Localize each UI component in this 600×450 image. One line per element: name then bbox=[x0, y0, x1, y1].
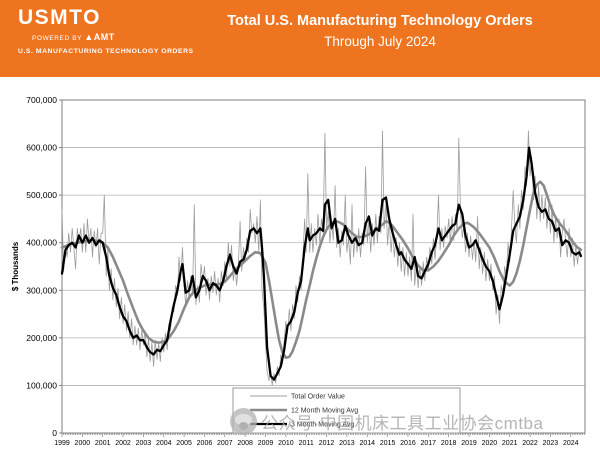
y-tick-label: 500,000 bbox=[26, 190, 57, 200]
x-tick-label: 2000 bbox=[75, 440, 91, 447]
x-tick-label: 2002 bbox=[115, 440, 131, 447]
x-tick-label: 2016 bbox=[400, 440, 416, 447]
chart-canvas: 0 100,000 200,000 300,000 400,000 500,000 600,… bbox=[11, 95, 586, 447]
y-tick-label: 100,000 bbox=[26, 380, 57, 390]
logo-tagline: U.S. MANUFACTURING TECHNOLOGY ORDERS bbox=[18, 48, 194, 55]
title-block: Total U.S. Manufacturing Technology Orde… bbox=[175, 11, 585, 53]
x-tick-label: 2018 bbox=[441, 440, 457, 447]
legend-label: Total Order Value bbox=[291, 394, 345, 401]
x-tick-label: 2006 bbox=[197, 440, 213, 447]
legend-label: 12 Month Moving Avg bbox=[291, 408, 358, 415]
x-tick-label: 2014 bbox=[359, 440, 375, 447]
page-title: Total U.S. Manufacturing Technology Orde… bbox=[227, 13, 533, 29]
x-tick-label: 2004 bbox=[156, 440, 172, 447]
y-tick-label: 0 bbox=[52, 428, 57, 438]
usmto-logo: USMTO POWERED BY ▲AMT U.S. MANUFACTURING… bbox=[18, 6, 194, 56]
x-tick-label: 2010 bbox=[278, 440, 294, 447]
powered-by-amt: POWERED BY ▲AMT bbox=[32, 32, 194, 42]
legend-label: 3 Month Moving Avg bbox=[291, 422, 354, 429]
x-tick-label: 2012 bbox=[319, 440, 335, 447]
y-tick-label: 300,000 bbox=[26, 285, 57, 295]
x-tick-label: 2023 bbox=[543, 440, 559, 447]
x-tick-label: 2021 bbox=[502, 440, 518, 447]
x-tick-label: 2008 bbox=[237, 440, 253, 447]
x-tick-label: 2015 bbox=[380, 440, 396, 447]
powered-by-label: POWERED BY bbox=[32, 35, 82, 42]
series-3-month-moving-avg bbox=[60, 146, 583, 381]
x-tick-label: 2017 bbox=[421, 440, 437, 447]
x-tick-label: 2020 bbox=[482, 440, 498, 447]
y-axis-title: $ Thousands bbox=[11, 241, 20, 291]
x-tick-label: 2022 bbox=[522, 440, 538, 447]
x-tick-label: 2011 bbox=[299, 440, 314, 447]
amt-wordmark: ▲AMT bbox=[84, 32, 115, 42]
x-tick-label: 2019 bbox=[461, 440, 477, 447]
orders-line-chart: 0 100,000 200,000 300,000 400,000 500,000 600,… bbox=[0, 90, 600, 450]
x-tick-label: 2001 bbox=[95, 440, 111, 447]
y-tick-label: 200,000 bbox=[26, 333, 57, 343]
x-tick-label: 2005 bbox=[176, 440, 192, 447]
page-subtitle: Through July 2024 bbox=[324, 34, 436, 49]
y-tick-label: 600,000 bbox=[26, 143, 57, 153]
x-tick-label: 2003 bbox=[136, 440, 152, 447]
series-12-month-moving-avg bbox=[60, 180, 583, 360]
x-tick-label: 2024 bbox=[563, 440, 579, 447]
x-tick-label: 2013 bbox=[339, 440, 355, 447]
usmto-wordmark: USMTO bbox=[18, 6, 101, 29]
x-tick-label: 2009 bbox=[258, 440, 274, 447]
x-tick-label: 2007 bbox=[217, 440, 233, 447]
x-tick-label: 1999 bbox=[54, 440, 70, 447]
y-tick-label: 400,000 bbox=[26, 238, 57, 248]
header-banner: USMTO POWERED BY ▲AMT U.S. MANUFACTURING… bbox=[0, 0, 600, 77]
y-tick-label: 700,000 bbox=[26, 95, 57, 105]
